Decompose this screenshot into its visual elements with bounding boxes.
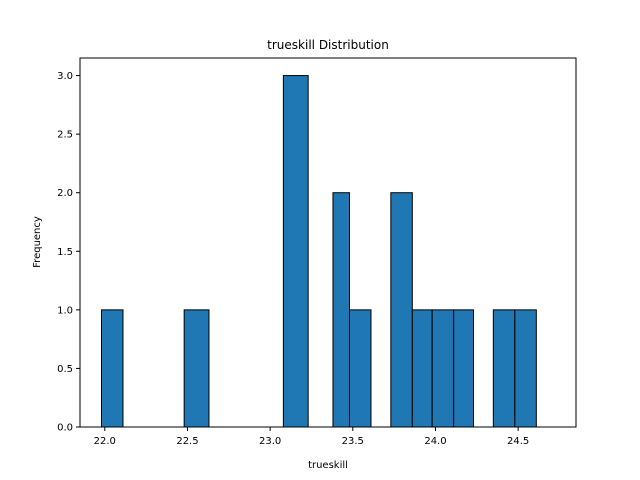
histogram-bar-1 [183, 309, 210, 428]
histogram-bar-6 [411, 309, 433, 428]
histogram-bar-4 [348, 309, 372, 428]
x-axis-ticks: 22.0 22.5 23.0 23.5 24.0 24.5 [94, 427, 529, 447]
y-tick-label: 0.0 [57, 423, 73, 434]
y-tick-label: 1.5 [57, 247, 73, 258]
x-axis-label: trueskill [308, 460, 348, 471]
histogram-bar-10 [514, 309, 537, 428]
histogram-bar-9 [492, 309, 516, 428]
histogram-bar-2 [282, 75, 309, 428]
chart-title: trueskill Distribution [267, 38, 389, 52]
y-tick-label: 2.0 [57, 188, 73, 199]
histogram-bar-8 [453, 309, 474, 428]
x-tick-label: 24.5 [507, 436, 529, 447]
histogram-bar-3 [332, 192, 350, 428]
y-tick-label: 0.5 [57, 364, 73, 375]
histogram-bar-0 [100, 309, 124, 428]
x-tick-label: 23.0 [259, 436, 281, 447]
y-axis-label: Frequency [32, 216, 43, 268]
y-tick-label: 3.0 [57, 71, 73, 82]
x-tick-label: 22.5 [176, 436, 198, 447]
histogram-bar-7 [431, 309, 455, 428]
histogram-bar-5 [390, 192, 413, 428]
y-axis-ticks: 0.0 0.5 1.0 1.5 2.0 2.5 3.0 [57, 71, 80, 434]
x-tick-label: 22.0 [94, 436, 116, 447]
x-tick-label: 23.5 [342, 436, 364, 447]
x-tick-label: 24.0 [424, 436, 446, 447]
bars-group [100, 75, 537, 428]
y-tick-label: 1.0 [57, 305, 73, 316]
y-tick-label: 2.5 [57, 130, 73, 141]
plot-frame [79, 57, 577, 428]
